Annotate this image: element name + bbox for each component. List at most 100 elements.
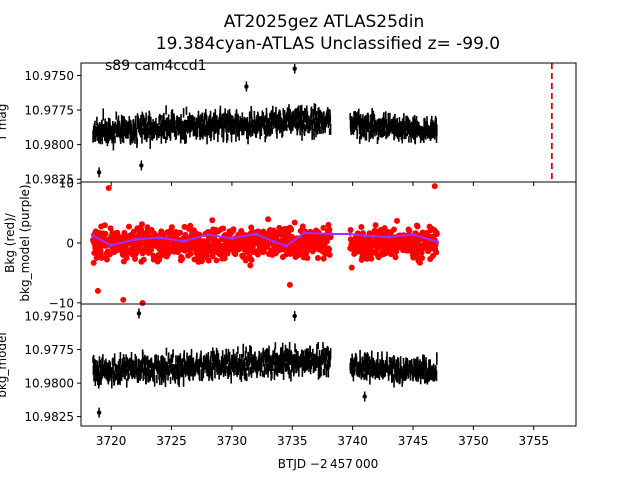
bkg-point-0-377: [203, 252, 210, 259]
bkg-point-1-150: [392, 254, 399, 261]
bkg-point-0-58: [107, 225, 114, 232]
bkg-point-0-2: [90, 259, 97, 266]
bkg-point-0-164: [139, 250, 146, 257]
panel-middle: −10 0 10 Bkg (red)/bkg_model (purple): [3, 177, 577, 310]
bkg-point-1-135: [387, 251, 394, 258]
outlier-point-2-0: [292, 313, 297, 319]
bkg-point-1-1: [347, 226, 354, 233]
bkg-point-0-787: [327, 234, 334, 241]
outlier-point-0-1: [244, 84, 249, 89]
x-tick-label-7: 3755: [518, 434, 549, 448]
bkg-point-0-409: [213, 257, 220, 264]
bkg-point-0-598: [270, 227, 277, 234]
bkg-model-point-3: [157, 235, 162, 240]
bkg-point-0-28: [98, 254, 105, 261]
outlier-point-1-3: [105, 184, 112, 191]
y-axis-label-1-1: bkg_model (purple): [18, 184, 32, 301]
bkg-model-point-2: [133, 237, 138, 242]
x-tick-label-4: 3740: [337, 434, 368, 448]
y-tick-label-0-3: 10.9825: [24, 173, 74, 187]
bkg-model-point-0: [91, 234, 95, 238]
bkg-point-0-775: [323, 238, 330, 245]
outlier-point-1-4: [286, 281, 293, 288]
y-tick-label-0-0: 10.9750: [24, 69, 74, 83]
bkg-point-0-158: [137, 241, 144, 248]
bkg-point-0-695: [299, 223, 306, 230]
outlier-point-1-2: [139, 300, 146, 306]
bkg-point-0-780: [325, 221, 332, 228]
bkg-point-0-41: [102, 230, 109, 237]
x-tick-label-5: 3745: [398, 434, 429, 448]
bkg-model-point-9: [284, 244, 289, 248]
bkg-model-point-7: [254, 232, 258, 236]
bkg-model-point-16: [435, 240, 439, 244]
figure-title-line1: AT2025gez ATLAS25din: [224, 12, 424, 32]
bkg-model-point-6: [230, 236, 234, 241]
bkg-point-0-111: [123, 254, 130, 261]
bkg-point-1-223: [414, 223, 421, 230]
outlier-point-1-0: [94, 287, 101, 294]
bkg-model-point-15: [411, 232, 415, 237]
bkg-point-0-168: [140, 256, 147, 263]
bkg-point-1-285: [433, 249, 440, 256]
bkg-model-point-10: [302, 231, 307, 235]
x-tick-label-3: 3735: [277, 434, 308, 448]
x-tick-label-6: 3750: [458, 434, 489, 448]
y-tick-label-1-2: 10: [59, 177, 74, 191]
bkg-point-0-295: [179, 255, 186, 262]
bkg-point-0-436: [221, 255, 228, 262]
bkg-point-0-323: [187, 250, 194, 257]
y-tick-label-2-1: 10.9775: [24, 343, 74, 357]
bkg-point-1-237: [418, 249, 425, 256]
bkg-point-0-192: [148, 247, 155, 254]
bkg-point-1-5: [348, 264, 355, 271]
bkg-point-1-231: [416, 259, 423, 266]
bkg-point-0-783: [326, 226, 333, 233]
bkg-point-0-668: [291, 219, 298, 226]
bkg-point-1-209: [410, 254, 417, 261]
bkg-point-0-139: [132, 255, 139, 262]
outlier-point-1-5: [431, 183, 438, 190]
bkg-point-0-261: [168, 224, 175, 231]
bkg-model-point-13: [362, 234, 367, 238]
bkg-point-0-39: [101, 222, 108, 229]
outlier-point-0-3: [96, 170, 102, 175]
bkg-model-point-14: [387, 235, 391, 239]
panel-frame-2: [80, 303, 577, 427]
bkg-point-0-162: [138, 221, 145, 228]
bkg-point-1-145: [390, 226, 397, 233]
bkg-point-0-395: [209, 217, 216, 224]
bkg-point-0-764: [320, 255, 327, 262]
outlier-point-2-2: [96, 410, 102, 415]
outlier-point-2-1: [136, 311, 142, 316]
bkg-point-1-70: [368, 255, 375, 262]
bkg-point-0-782: [326, 246, 333, 253]
outlier-point-0-2: [139, 163, 144, 168]
x-tick-label-1: 3725: [156, 434, 187, 448]
outlier-point-2-3: [362, 394, 367, 399]
bkg-point-0-431: [220, 225, 227, 232]
y-axis-label-0-0: T mag: [0, 104, 9, 143]
bkg-point-1-287: [433, 231, 440, 238]
outlier-point-0-0: [292, 66, 297, 71]
x-tick-label-0: 3720: [96, 434, 127, 448]
bkg-point-1-84: [372, 222, 379, 229]
y-axis-label-1-0: Bkg (red)/: [3, 212, 17, 273]
x-axis-label: BTJD −2 457 000: [278, 457, 378, 471]
y-tick-label-1-1: 0: [66, 237, 74, 251]
bkg-point-0-396: [209, 253, 216, 260]
y-tick-label-2-0: 10.9750: [24, 310, 74, 324]
bkg-point-0-710: [304, 255, 311, 262]
bkg-point-1-37: [358, 224, 365, 231]
bkg-model-point-4: [181, 239, 186, 244]
bkg-point-1-155: [394, 217, 401, 224]
bkg-point-1-196: [406, 227, 413, 234]
bkg-point-0-46: [103, 256, 110, 263]
panel-bottom: 10.9750 10.9775 10.9800 10.9825 3720 3725 3730…: [0, 303, 577, 448]
bkg-point-0-465: [230, 226, 237, 233]
bkg-point-0-784: [326, 251, 333, 258]
y-tick-label-1-0: −10: [49, 296, 74, 310]
bkg-point-0-383: [205, 257, 212, 264]
y-tick-label-2-3: 10.9825: [24, 410, 74, 424]
